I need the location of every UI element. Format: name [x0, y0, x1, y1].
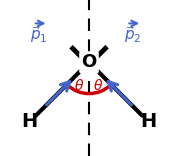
Text: $\theta$: $\theta$: [93, 78, 104, 93]
Text: $\theta$: $\theta$: [74, 78, 85, 93]
Text: H: H: [140, 112, 156, 131]
Text: O: O: [81, 53, 97, 71]
Text: $\vec{p}_1$: $\vec{p}_1$: [30, 24, 48, 45]
Text: $\vec{p}_2$: $\vec{p}_2$: [124, 24, 142, 45]
Text: H: H: [22, 112, 38, 131]
